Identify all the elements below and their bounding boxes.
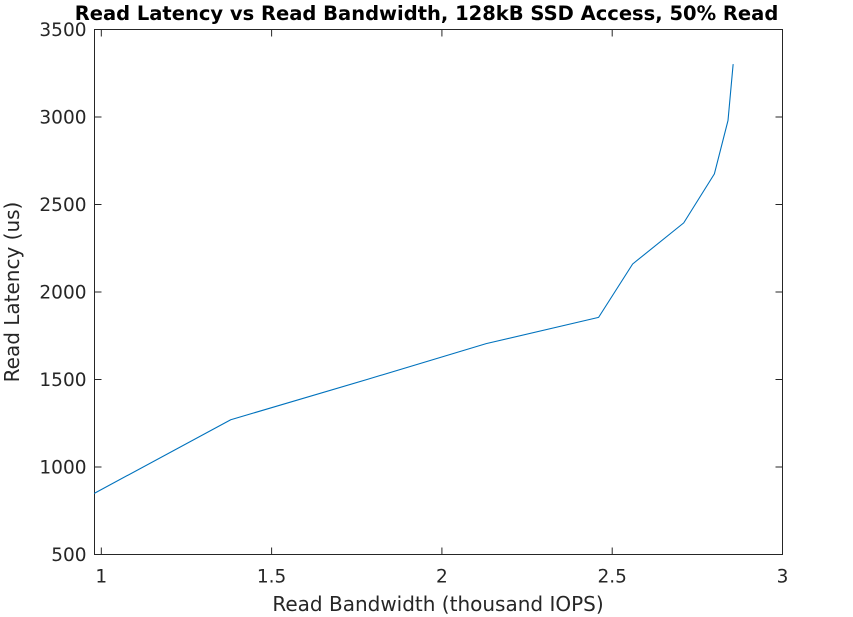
x-tick-label: 2.5 — [597, 567, 626, 588]
plot-area — [94, 29, 783, 555]
series-line — [93, 63, 734, 494]
y-tick-label: 2000 — [39, 283, 86, 304]
chart-title: Read Latency vs Read Bandwidth, 128kB SS… — [75, 2, 779, 25]
x-axis-label: Read Bandwidth (thousand IOPS) — [272, 592, 603, 616]
x-tick-label: 2 — [436, 567, 448, 588]
y-tick-label: 2500 — [39, 195, 86, 216]
y-tick-label: 1500 — [39, 370, 86, 391]
y-tick-label: 3000 — [39, 108, 86, 129]
y-axis: 500 1000 1500 2000 2500 3000 3500 — [39, 20, 783, 566]
x-tick-label: 3 — [777, 567, 789, 588]
x-tick-label: 1.5 — [257, 567, 286, 588]
x-tick-label: 1 — [95, 567, 107, 588]
y-axis-label: Read Latency (us) — [0, 202, 24, 383]
x-axis: 1 1.5 2 2.5 3 — [95, 29, 789, 588]
series-layer — [93, 63, 734, 494]
y-tick-label: 500 — [51, 545, 86, 566]
y-tick-label: 3500 — [39, 20, 86, 41]
y-tick-label: 1000 — [39, 458, 86, 479]
